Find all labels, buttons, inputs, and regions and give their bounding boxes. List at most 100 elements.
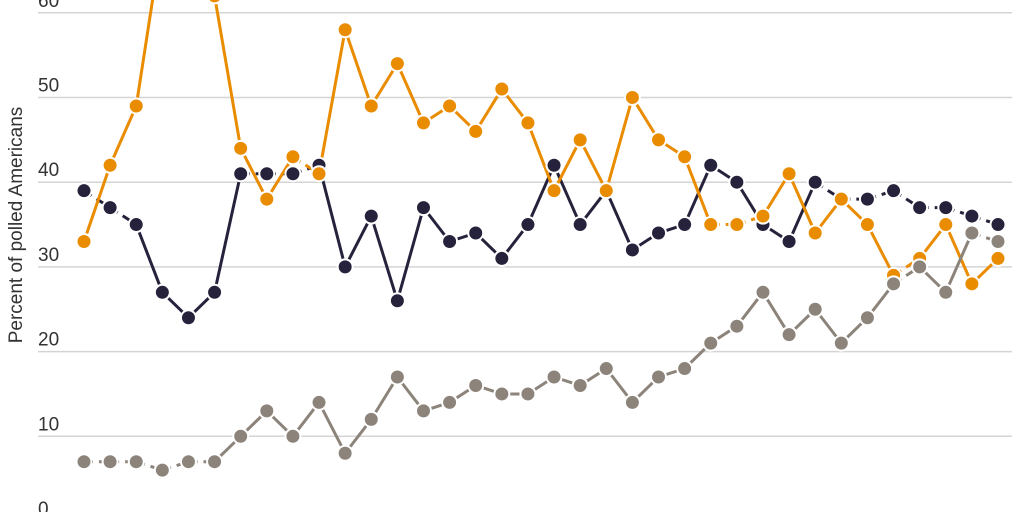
series-1-point [858,216,876,234]
series-0-point [284,165,302,183]
y-tick-label: 30 [38,245,59,266]
series-0-point [806,173,824,191]
series-2-point [127,453,145,471]
series-0-segment [343,215,373,268]
series-1-segment [526,122,556,192]
series-1-point [832,190,850,208]
series-2-point [780,326,798,344]
series-0-point [650,224,668,242]
series-0-segment [395,207,425,302]
series-1-point [806,224,824,242]
series-0-point [989,216,1007,234]
series-0-point [623,241,641,259]
series-1-segment [395,63,425,124]
series-0-point [441,232,459,250]
series-2-point [832,334,850,352]
series-2-point [937,283,955,301]
series-1-point [937,216,955,234]
series-2-point [858,309,876,327]
series-0-point [467,224,485,242]
series-0-point [388,292,406,310]
series-2-point [702,334,720,352]
series-1-point [493,80,511,98]
series-2-point [911,258,929,276]
series-2-point [232,427,250,445]
series-0-segment [552,164,582,226]
series-0-point [937,199,955,217]
series-2-point [963,224,981,242]
series-0-point [232,165,250,183]
series-1-segment [552,139,582,192]
series-1-point [258,190,276,208]
series-0-point [127,216,145,234]
series-0-point [702,156,720,174]
series-2-point [441,393,459,411]
series-2-point [388,368,406,386]
series-0-segment [317,164,347,268]
series-0-point [258,165,276,183]
series-1-point [310,165,328,183]
series-2-point [414,402,432,420]
series-1-point [75,232,93,250]
series-0-point [780,232,798,250]
series-2-segment [317,401,347,454]
series-2-point [754,283,772,301]
series-1-point [207,0,222,5]
series-0-point [75,182,93,200]
series-0-segment [134,224,164,293]
series-1-segment [134,0,155,107]
series-1-point [519,114,537,132]
series-2-point [623,393,641,411]
series-2-point [310,393,328,411]
series-1-point [284,148,302,166]
y-tick-label: 40 [38,160,59,181]
series-2-point [206,453,224,471]
series-1-segment [317,29,347,174]
series-0-point [911,199,929,217]
series-2-point [336,444,354,462]
series-0-point [519,216,537,234]
series-0-point [179,309,197,327]
series-2-point [467,376,485,394]
series-1-segment [944,223,974,285]
series-2-point [728,317,746,335]
series-0-segment [604,190,634,251]
series-1-point [676,148,694,166]
gridlines [38,12,1012,438]
series-1-point [963,275,981,293]
series-0-segment [683,164,713,226]
series-2-point [75,453,93,471]
series-2-point [179,453,197,471]
series-0-point [414,199,432,217]
series-2-point [571,376,589,394]
series-2-point [362,410,380,428]
series-2-point [519,385,537,403]
series-2-point [545,368,563,386]
series-1-point [728,216,746,234]
y-tick-label: 10 [38,414,59,435]
series-1-point [702,216,720,234]
series-1-segment [213,0,243,149]
series-1-point [414,114,432,132]
series-0-point [676,216,694,234]
series-0-point [336,258,354,276]
series-1-segment [108,105,138,166]
series-2-point [493,385,511,403]
series-2-point [101,453,119,471]
series-0-point [728,173,746,191]
series-0-point [101,199,119,217]
series-1-segment [787,173,817,234]
series-2-point [284,427,302,445]
series-0-point [858,190,876,208]
series-1-point [101,156,119,174]
series-2-point [676,360,694,378]
series-0-point [963,207,981,225]
series-0-point [545,156,563,174]
series-2-point [806,300,824,318]
series-2-point [153,461,171,479]
series-1-point [467,122,485,140]
series-1-point [441,97,459,115]
series-1-segment [866,223,895,277]
series-1-point [989,249,1007,267]
